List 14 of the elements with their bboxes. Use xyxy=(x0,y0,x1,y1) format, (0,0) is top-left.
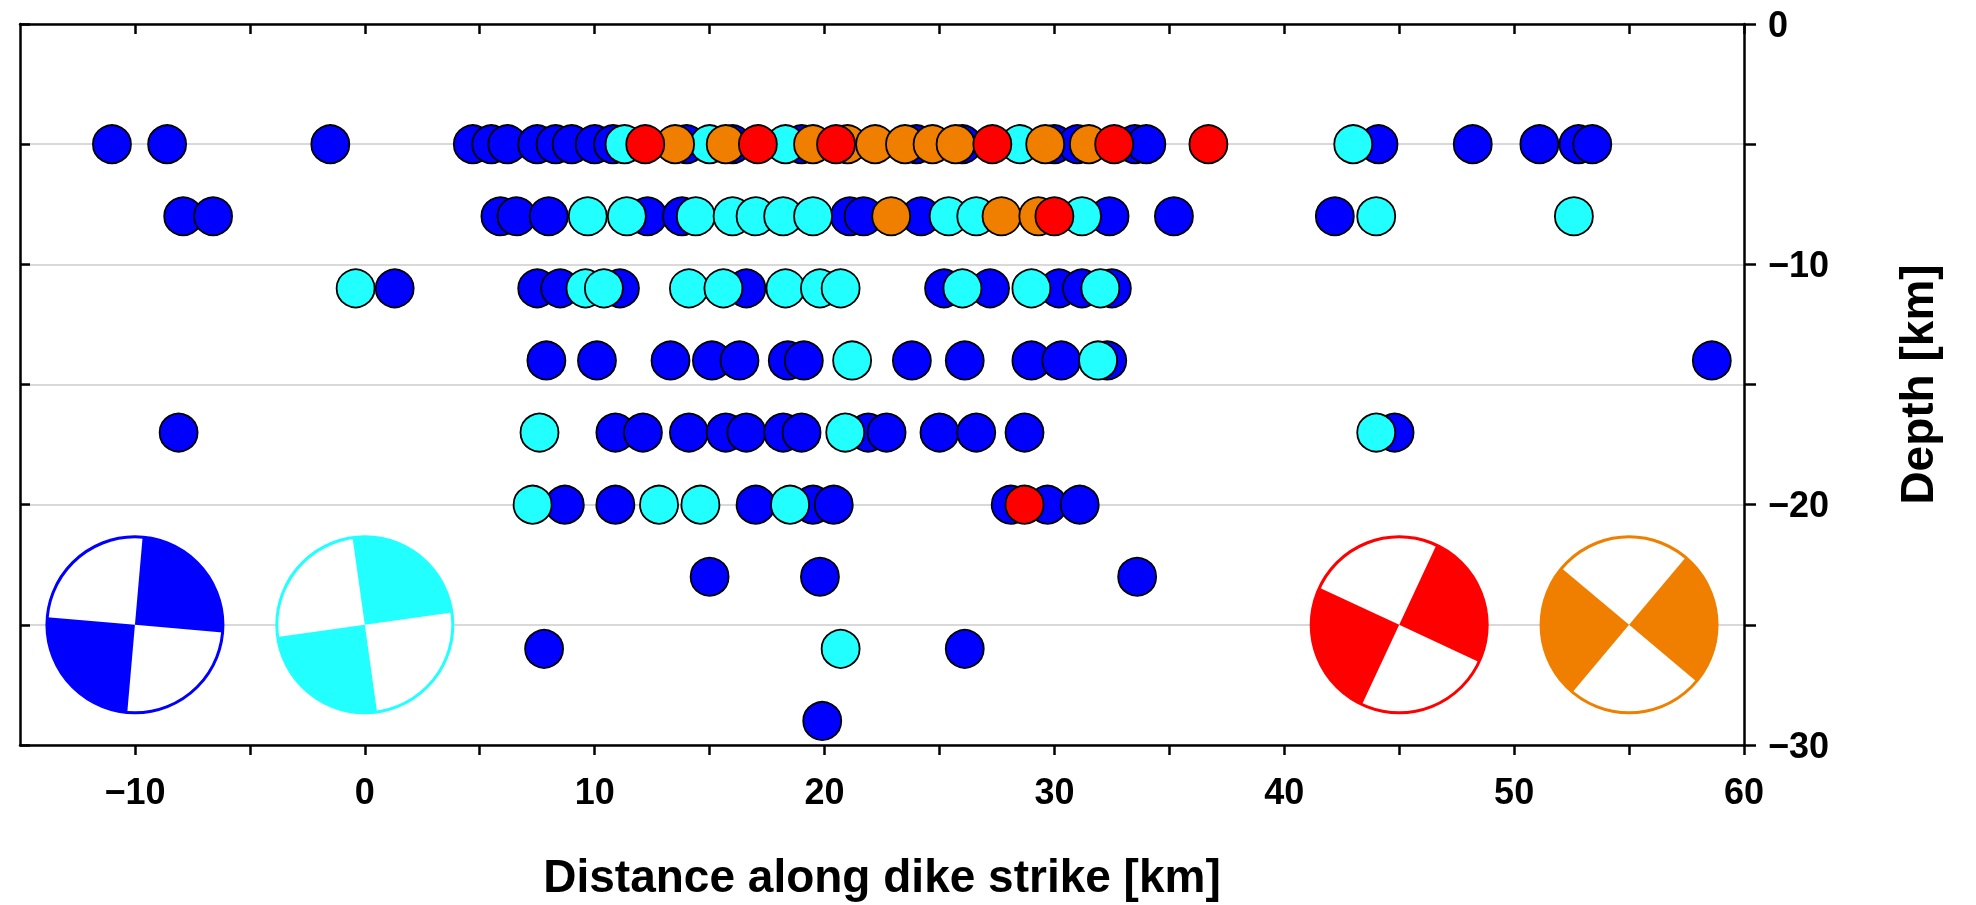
y-tick-label: −10 xyxy=(1768,243,1830,285)
y-axis-title: Depth [km] xyxy=(1891,264,1943,505)
y-tick-label: 0 xyxy=(1768,3,1789,45)
x-tick-label: 40 xyxy=(1264,770,1305,812)
x-tick-label: 60 xyxy=(1723,770,1765,812)
x-tick-label: 0 xyxy=(354,770,375,812)
x-tick-label: 10 xyxy=(574,770,615,812)
x-axis-title: Distance along dike strike [km] xyxy=(543,850,1221,902)
x-tick-label: 20 xyxy=(804,770,845,812)
x-tick-label: 50 xyxy=(1494,770,1535,812)
y-tick-label: −20 xyxy=(1768,484,1830,526)
x-tick-label: 30 xyxy=(1034,770,1075,812)
y-tick-label: −30 xyxy=(1768,724,1830,766)
x-tick-label: −10 xyxy=(104,770,166,812)
